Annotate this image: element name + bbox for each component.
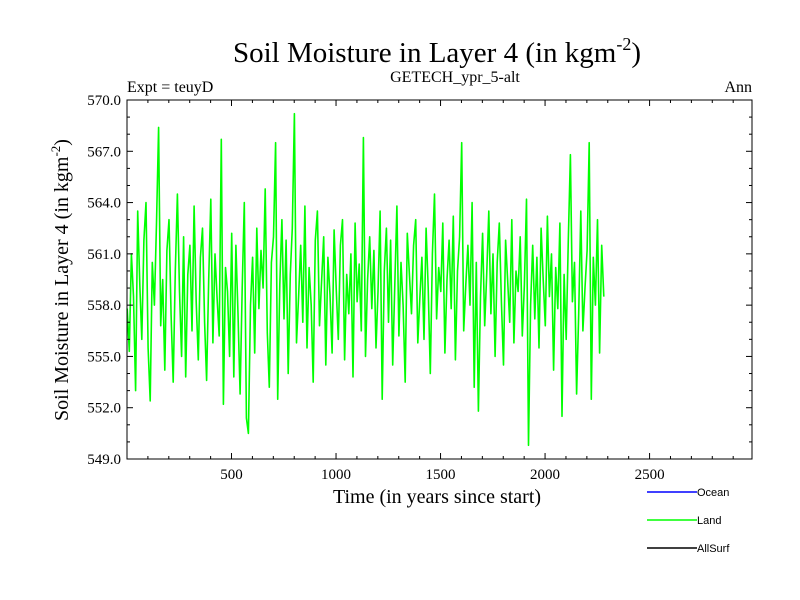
x-axis-label: Time (in years since start) xyxy=(333,486,541,508)
x-axis-ticks: 500 1000 1500 2000 2500 xyxy=(147,100,734,483)
x-tick-label: 1000 xyxy=(321,467,351,483)
y-tick-label: 561.0 xyxy=(87,247,121,263)
y-axis-ticks: 549.0 552.0 555.0 558.0 561.0 564.0 567.0 570.0 xyxy=(87,93,752,468)
legend: Ocean Land AllSurf xyxy=(647,487,730,555)
x-tick-label: 1500 xyxy=(426,467,456,483)
plot-frame xyxy=(126,99,753,460)
legend-label-allsurf: AllSurf xyxy=(697,543,730,555)
x-tick-label: 2000 xyxy=(530,467,560,483)
x-tick-label: 2500 xyxy=(635,467,665,483)
chart-title: Soil Moisture in Layer 4 (in kgm-2) xyxy=(233,34,641,69)
y-tick-label: 564.0 xyxy=(87,196,121,212)
y-axis-label: Soil Moisture in Layer 4 (in kgm-2) xyxy=(48,139,73,421)
y-tick-label: 555.0 xyxy=(87,349,121,365)
plot-area xyxy=(126,112,605,447)
y-tick-label: 549.0 xyxy=(87,452,121,468)
series-line-land xyxy=(126,112,605,447)
y-tick-label: 558.0 xyxy=(87,298,121,314)
y-tick-label: 570.0 xyxy=(87,93,121,109)
y-tick-label: 552.0 xyxy=(87,401,121,417)
y-tick-label: 567.0 xyxy=(87,144,121,160)
chart-subtitle: GETECH_ypr_5-alt xyxy=(390,69,520,86)
experiment-label: Expt = teuyD xyxy=(127,79,213,96)
legend-label-land: Land xyxy=(697,515,721,527)
legend-label-ocean: Ocean xyxy=(697,487,729,499)
period-label: Ann xyxy=(724,79,752,96)
x-tick-label: 500 xyxy=(220,467,243,483)
